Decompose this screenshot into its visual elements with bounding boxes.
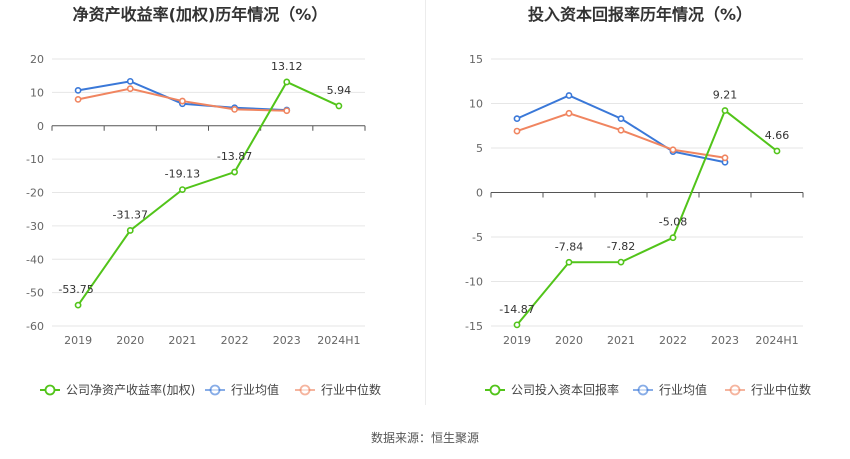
y-tick-label: -20	[26, 187, 44, 200]
x-tick-label: 2020	[555, 334, 583, 347]
y-tick-label: -40	[26, 253, 44, 266]
y-tick-label: -10	[26, 153, 44, 166]
data-point	[231, 168, 238, 176]
data-label: 4.66	[765, 129, 790, 142]
x-tick-label: 2021	[607, 334, 635, 347]
data-label: -7.82	[607, 240, 635, 253]
data-point	[513, 127, 521, 135]
legend-marker[interactable]	[44, 384, 56, 396]
data-point	[74, 95, 82, 103]
legend-marker[interactable]	[299, 384, 311, 396]
data-point	[335, 102, 343, 110]
y-tick-label: 0	[37, 120, 44, 133]
legend-marker[interactable]	[209, 384, 221, 396]
panel-divider	[425, 0, 426, 405]
data-label: -13.87	[217, 150, 252, 163]
x-tick-label: 2022	[659, 334, 687, 347]
data-point	[74, 301, 82, 309]
roic-chart: 投入资本回报率历年情况（%） 15 10 5 0 -5 -10 -15 2019 2020 2021…	[465, 5, 811, 397]
x-tick-label: 2024H1	[755, 334, 798, 347]
data-label: -19.13	[165, 168, 200, 181]
legend-label[interactable]: 公司投入资本回报率	[511, 382, 619, 397]
data-point	[513, 321, 521, 329]
x-tick-label: 2024H1	[317, 334, 360, 347]
y-tick-label: -60	[26, 320, 44, 333]
data-point	[669, 234, 677, 242]
legend-label[interactable]: 行业中位数	[321, 382, 381, 397]
y-tick-label: 15	[469, 53, 483, 66]
data-point	[617, 258, 625, 266]
x-tick-label: 2020	[116, 334, 144, 347]
data-label: -7.84	[555, 240, 583, 253]
y-tick-label: -5	[472, 231, 483, 244]
data-label: 5.94	[327, 84, 352, 97]
legend-marker[interactable]	[729, 384, 741, 396]
y-tick-label: 0	[476, 187, 483, 200]
data-point	[565, 258, 573, 266]
legend-label[interactable]: 行业均值	[231, 382, 279, 397]
legend-label[interactable]: 公司净资产收益率(加权)	[66, 382, 195, 397]
data-label: 9.21	[713, 89, 738, 102]
y-tick-label: -30	[26, 220, 44, 233]
data-point	[617, 115, 625, 123]
y-tick-label: -15	[465, 320, 483, 333]
data-point	[773, 147, 781, 155]
data-point	[617, 126, 625, 134]
series-line	[516, 108, 778, 326]
data-point	[179, 186, 186, 193]
data-point	[126, 77, 134, 85]
data-point	[565, 92, 573, 99]
data-label: -14.87	[499, 303, 534, 316]
legend-marker[interactable]	[489, 384, 501, 396]
legend-marker[interactable]	[637, 384, 649, 396]
y-tick-label: 20	[30, 53, 44, 66]
data-point	[126, 227, 134, 234]
data-label: -53.75	[58, 283, 93, 296]
x-tick-label: 2023	[711, 334, 739, 347]
data-point	[669, 146, 677, 154]
y-tick-label: 10	[469, 98, 483, 111]
y-tick-label: -50	[26, 287, 44, 300]
data-point	[179, 97, 186, 105]
data-point	[126, 85, 134, 93]
roe-chart-title: 净资产收益率(加权)历年情况（%）	[73, 5, 328, 24]
legend-label[interactable]: 行业均值	[659, 382, 707, 397]
roic-chart-title: 投入资本回报率历年情况（%）	[528, 5, 752, 24]
y-tick-label: -10	[465, 276, 483, 289]
data-point	[721, 107, 729, 114]
data-point	[565, 109, 573, 117]
data-point	[513, 115, 521, 123]
x-tick-label: 2019	[64, 334, 92, 347]
data-label: -31.37	[113, 208, 148, 221]
roe-chart: 净资产收益率(加权)历年情况（%） 20 10 0 -10 -20 -30 -40 -50 -60…	[26, 5, 381, 397]
data-label: 13.12	[271, 60, 303, 73]
x-tick-label: 2023	[273, 334, 301, 347]
x-tick-label: 2019	[503, 334, 531, 347]
series-line	[77, 80, 340, 306]
y-tick-label: 5	[476, 142, 483, 155]
x-tick-label: 2021	[168, 334, 196, 347]
data-point	[721, 154, 729, 162]
data-point	[283, 78, 291, 86]
y-tick-label: 10	[30, 86, 44, 99]
data-point	[231, 105, 238, 113]
data-point	[74, 86, 82, 94]
x-tick-label: 2022	[221, 334, 249, 347]
data-point	[283, 107, 291, 115]
data-label: -5.08	[659, 216, 687, 229]
data-source-label: 数据来源：恒生聚源	[370, 431, 479, 445]
legend-label[interactable]: 行业中位数	[751, 382, 811, 397]
